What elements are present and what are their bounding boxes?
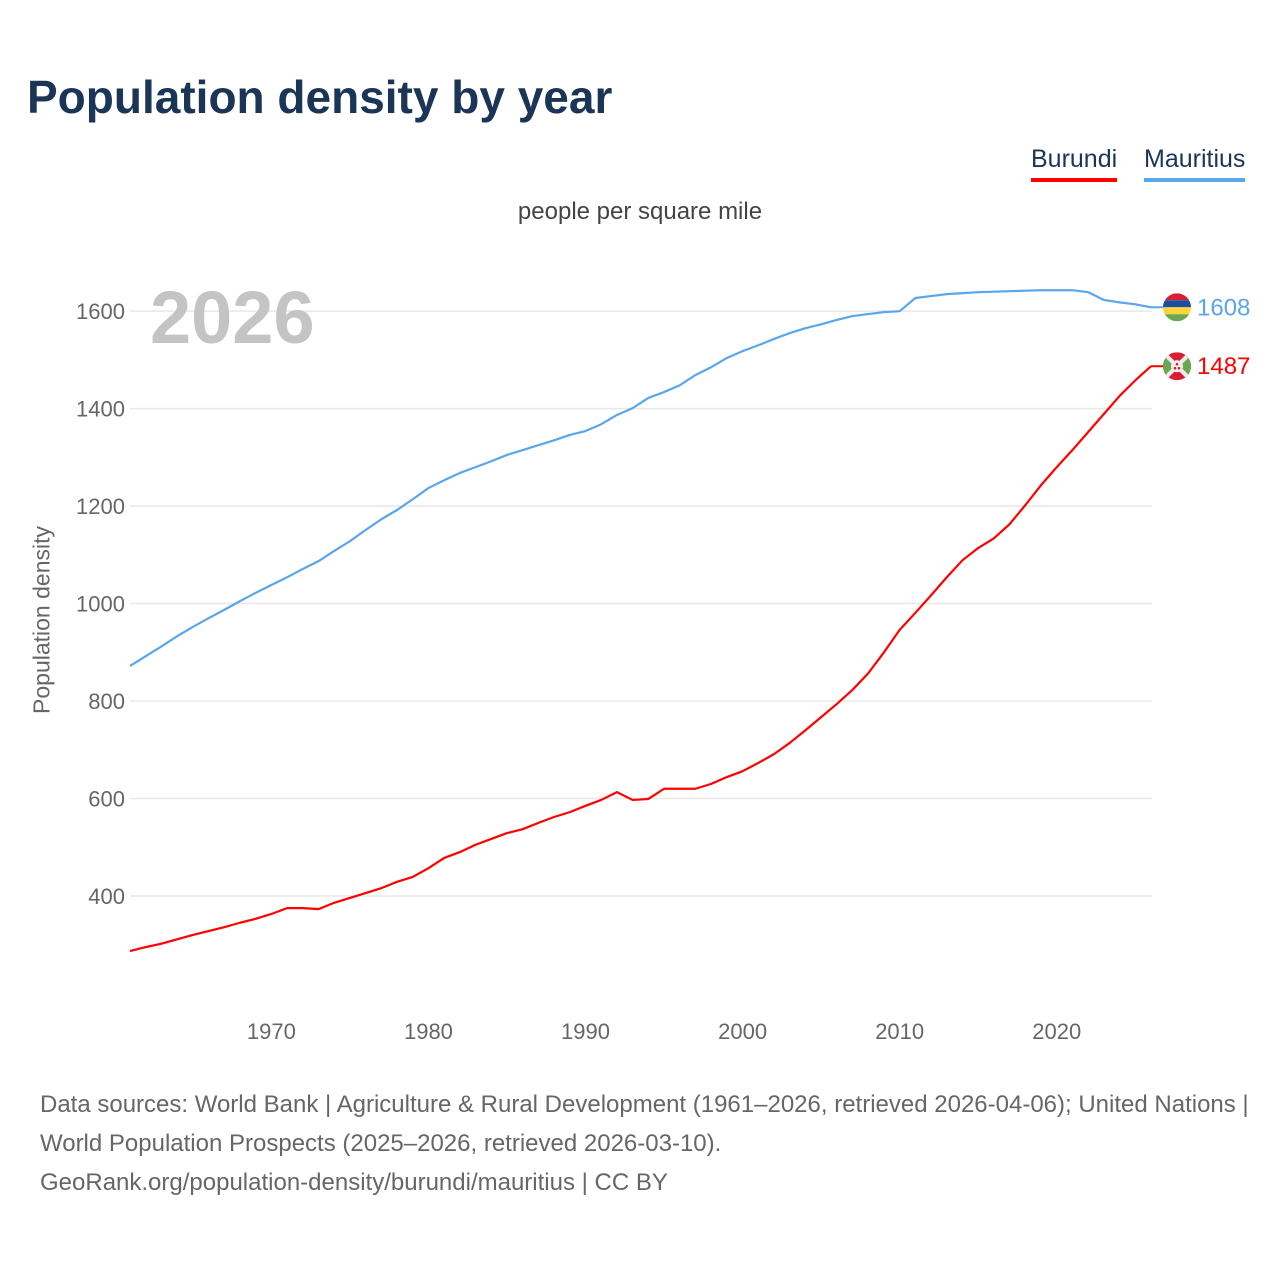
- x-tick-label: 2020: [1032, 1019, 1081, 1044]
- legend-mauritius[interactable]: Mauritius: [1144, 145, 1246, 182]
- y-tick-label: 800: [88, 689, 125, 714]
- source-link[interactable]: GeoRank.org/population-density/burundi/m…: [40, 1169, 668, 1196]
- series-line-burundi: [129, 365, 1152, 953]
- x-tick-label: 1970: [247, 1019, 296, 1044]
- legend-burundi[interactable]: Burundi: [1031, 145, 1118, 182]
- x-tick-label: 2000: [718, 1019, 767, 1044]
- burundi-flag-icon: [1163, 352, 1191, 381]
- y-tick-label: 1000: [76, 592, 125, 617]
- x-tick-label: 2010: [875, 1019, 924, 1044]
- y-tick-label: 1200: [76, 494, 125, 519]
- y-tick-label: 400: [88, 884, 125, 909]
- end-value-label-burundi: 1487: [1197, 353, 1250, 380]
- source-line: Data sources: World Bank | Agriculture &…: [40, 1091, 1249, 1157]
- chart-subtitle: people per square mile: [517, 198, 763, 225]
- end-value-label-mauritius: 1608: [1197, 294, 1250, 321]
- y-tick-label: 1400: [76, 397, 125, 422]
- y-tick-label: 600: [88, 786, 125, 811]
- chart-title: Population density by year: [27, 71, 613, 123]
- x-tick-label: 1990: [561, 1019, 610, 1044]
- mauritius-flag-icon: [1163, 293, 1191, 322]
- current-year-label: 2026: [150, 276, 315, 359]
- source-note: Data sources: World Bank | Agriculture &…: [40, 1085, 1250, 1202]
- x-tick-label: 1980: [404, 1019, 453, 1044]
- series-line-mauritius: [129, 289, 1152, 667]
- y-tick-label: 1600: [76, 299, 125, 324]
